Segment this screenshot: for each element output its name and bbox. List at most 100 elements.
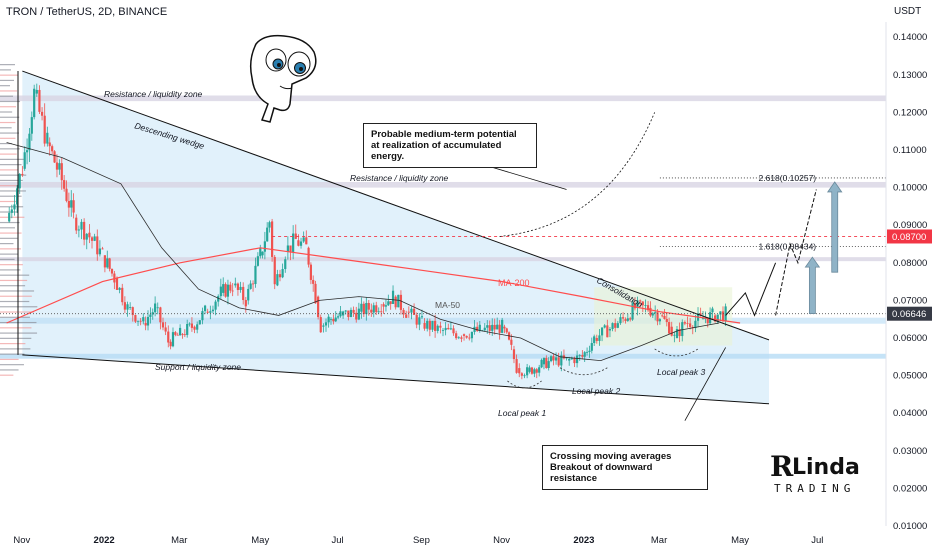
volume-profile-bar [0,79,15,82]
candle-body [244,300,247,307]
volume-profile-bar [0,185,19,187]
candle-body [46,132,49,144]
volume-profile-bar [0,300,30,303]
candle-body [557,357,560,366]
candle-body [134,315,137,322]
candle-body [719,311,722,315]
candle-body [178,327,182,336]
candle-body [391,290,395,304]
candle-body [365,302,368,315]
candle-body [327,316,330,323]
candle-body [560,355,563,366]
volume-profile-bar [0,364,24,366]
candle-body [431,320,434,330]
candle-body [312,279,315,284]
volume-profile-bar [0,200,17,203]
candle-body [496,324,499,330]
candle-body [377,311,380,313]
x-tick-label: 2022 [94,535,115,546]
x-tick-label: Nov [493,535,510,546]
y-tick-label: 0.10000 [893,183,927,194]
candle-body [573,358,576,364]
volume-profile-bar [0,295,32,297]
candle-body [51,146,54,152]
ma200-line [6,247,741,324]
candle-body [28,133,31,151]
candle-body [533,369,536,374]
candle-body [190,323,194,328]
brand-logo-mark: R Linda TRADING [770,450,860,495]
price-tag-label-1: 0.06646 [892,309,926,320]
candle-body [581,355,584,357]
candle-body [21,173,24,176]
candle-body [263,241,266,252]
candle-body [239,286,242,290]
candle-body [540,359,543,368]
candle-body [523,375,526,377]
candle-body [512,349,516,360]
candle-body [673,334,676,336]
volume-profile-bar [0,121,16,124]
candle-body [616,323,619,328]
local-peak-arc-1 [559,367,608,376]
candle-body [641,301,644,306]
potential-curve [499,112,656,237]
candle-body [542,357,546,365]
wedge-upper-line [22,70,770,341]
candle-body [547,361,550,369]
candle-body [526,367,529,376]
volume-profile-bar [0,100,21,103]
volume-profile-bar [0,158,25,160]
candle-body [302,237,305,242]
candle-body [23,152,26,169]
candle-body [186,324,189,335]
candle-body [35,89,38,94]
volume-profile-bar [0,348,31,350]
candle-body [636,300,639,308]
candle-body [108,258,111,269]
volume-profile-bar [0,369,19,371]
candle-body [222,284,225,293]
candle-body [405,314,408,318]
annotation-ma50-4: MA-50 [435,300,460,310]
candle-body [106,258,109,268]
candle-body [234,283,237,286]
candle-body [209,311,212,313]
volume-profile-bar [0,95,14,97]
candle-body [251,283,255,285]
candle-body [694,320,697,329]
candle-body [505,328,508,333]
callout-breakout-line-1: Crossing moving averages [550,451,672,462]
candle-body [367,302,370,310]
candle-body [600,327,604,336]
x-tick-label: Jul [811,535,823,546]
candle-body [646,305,650,311]
y-tick-label: 0.02000 [893,483,927,494]
candle-body [259,248,262,257]
volume-profile-bar [0,237,18,239]
candle-body [151,312,154,315]
volume-profile-bar [0,343,26,345]
volume-profile-bar [0,190,26,192]
candle-body [389,301,392,304]
candle-body [58,163,61,170]
candle-body [336,316,340,318]
candle-body [598,335,601,341]
candle-body [176,334,179,336]
candle-body [510,339,513,345]
candle-body [305,237,308,245]
candle-body [144,322,147,326]
candle-body [402,309,405,315]
zone-band-0 [0,95,886,102]
candle-body [683,322,686,324]
volume-profile-bar [0,221,20,224]
candle-body [441,330,445,331]
volume-profile-bar [0,358,19,361]
candle-body [139,320,142,322]
candle-body [578,355,581,356]
candle-body [332,318,335,322]
volume-profile-bar [0,85,11,87]
annotation-peak-8: Local peak 2 [572,386,620,396]
candle-body [281,269,284,278]
price-tag-label-0: 0.08700 [892,232,926,243]
